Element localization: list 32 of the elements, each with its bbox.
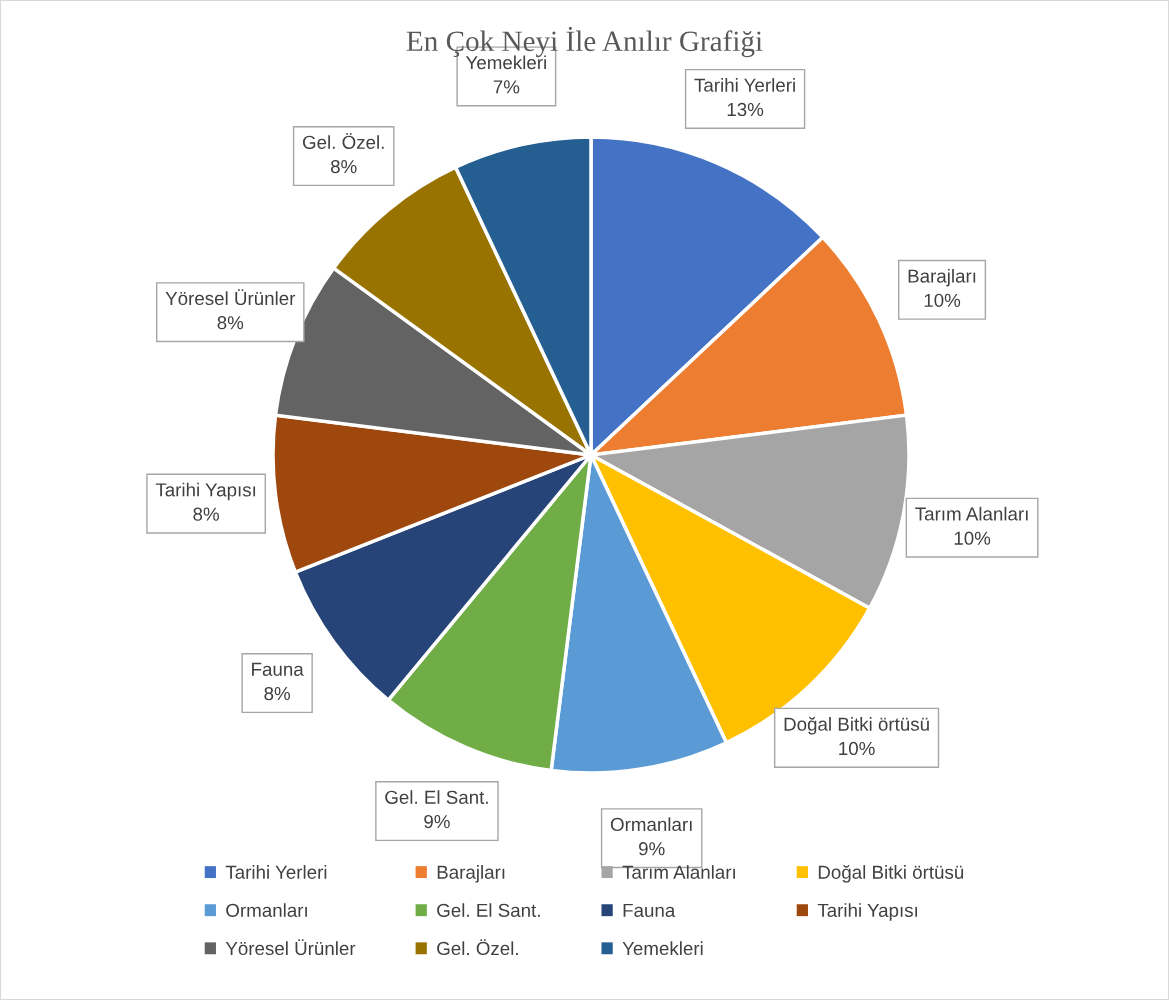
slice-label: Tarihi Yerleri [694,78,795,92]
legend-label: Tarım Alanları [622,865,735,879]
legend-label: Yöresel Ürünler [225,939,356,956]
slice-label: Tarihi Yapısı [155,482,256,501]
data-label: 10% [954,531,991,545]
legend-label: Fauna [623,903,676,917]
legend-label: Barajları [437,865,505,883]
legend-label: Yemekleri [622,941,703,956]
legend-label: Gel. Özel. [437,939,518,956]
data-label: 10% [839,741,875,756]
legend-label: Tarihi Yerleri [225,865,327,879]
slice-label: Barajları [908,268,976,287]
slice-label: Yöresel Ürünler [165,289,296,306]
data-label: 8% [330,159,357,174]
slice-label: Ormanları [610,817,692,832]
legend-label: Tarihi Yapısı [817,903,918,921]
slice-label: Fauna [252,662,304,676]
legend-label: Gel. El Sant. [437,903,540,917]
slice-label: Gel. El Sant. [385,790,488,804]
slice-label: Doğal Bitki örtüsü [784,716,929,735]
data-label: 9% [639,842,665,856]
data-label: 8% [264,686,291,701]
data-label: 8% [193,507,219,521]
data-label: 7% [493,80,520,94]
data-label: 13% [727,102,764,117]
data-label: 8% [217,316,244,330]
legend-label: Ormanları [226,903,307,917]
data-label: 9% [424,814,450,829]
slice-label: Gel. Özel. [302,133,384,149]
slice-label: Tarım Alanları [915,506,1028,521]
data-label: 10% [924,293,961,307]
legend-label: Doğal Bitki örtüsü [818,864,964,883]
